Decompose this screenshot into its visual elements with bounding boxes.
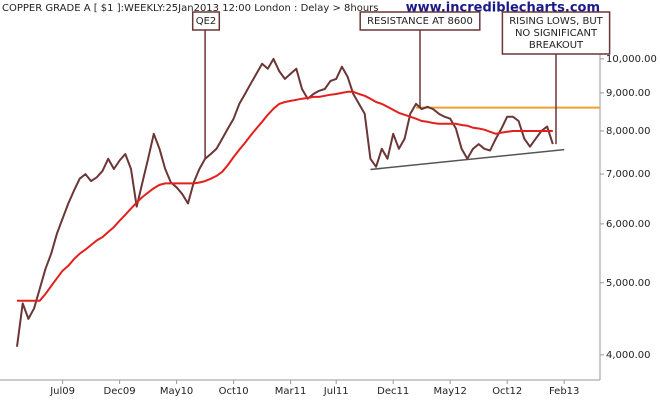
x-tick-label: Oct12 [492, 386, 522, 397]
x-tick-label: Mar11 [275, 386, 307, 397]
x-tick-label: May12 [433, 386, 466, 397]
x-tick-label: Dec11 [377, 386, 409, 397]
series-line [17, 90, 553, 302]
annotation-text: BREAKOUT [529, 40, 584, 51]
x-tick-label: Feb13 [549, 386, 579, 397]
annotation-box [359, 11, 481, 31]
y-tick-label: 8,000.00 [606, 126, 651, 137]
annotation-text: NO SIGNIFICANT [515, 28, 598, 39]
series-line [16, 57, 554, 347]
annotation-box [501, 11, 611, 55]
x-tick-label: Jul11 [323, 386, 349, 397]
x-tick-label: Jul09 [49, 386, 75, 397]
y-tick-label: 10,000.00 [606, 54, 657, 65]
annotation-text: RESISTANCE AT 8600 [367, 16, 473, 27]
annotation-text: RISING LOWS, BUT [509, 16, 603, 27]
annotation-text: QE2 [196, 16, 217, 27]
x-tick-label: Oct10 [219, 386, 249, 397]
y-tick-label: 9,000.00 [606, 88, 651, 99]
y-tick-label: 6,000.00 [606, 219, 651, 230]
y-tick-label: 7,000.00 [606, 169, 651, 180]
annotation-box [191, 11, 221, 31]
chart-title: COPPER GRADE A [ $1 ]:WEEKLY:25Jan2013 1… [2, 3, 378, 14]
y-tick-label: 5,000.00 [606, 278, 651, 289]
x-tick-label: Dec09 [104, 386, 136, 397]
y-tick-label: 4,000.00 [606, 350, 651, 361]
x-tick-label: May10 [160, 386, 193, 397]
